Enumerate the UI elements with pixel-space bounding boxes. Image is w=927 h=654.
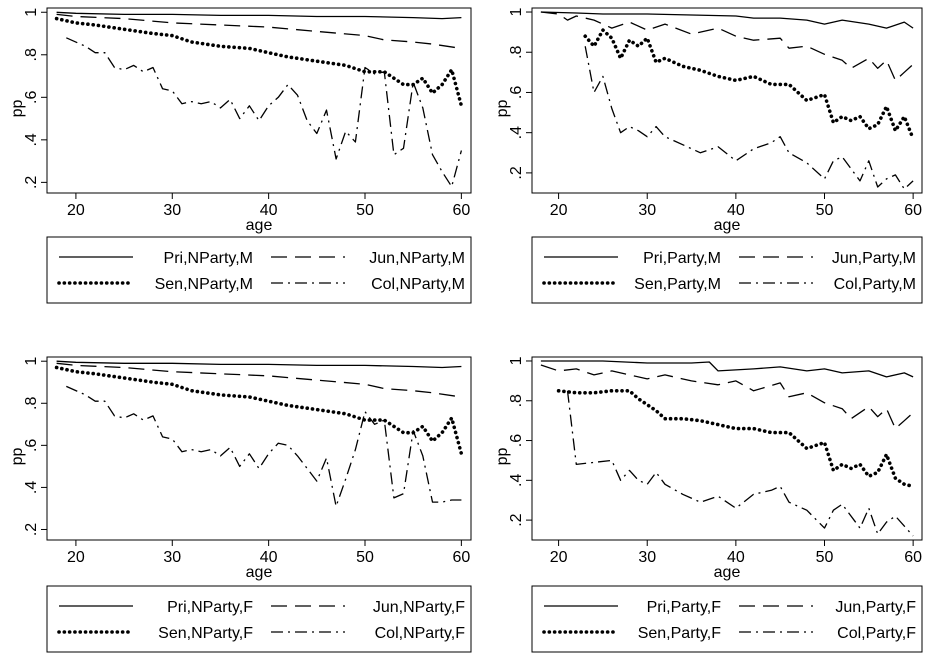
legend-label: Jun,NParty,M [369, 250, 465, 267]
series-line [66, 37, 463, 188]
series-line [56, 11, 462, 20]
series-line [540, 364, 914, 430]
series-line [54, 365, 464, 456]
series-line [540, 360, 914, 378]
x-tick-label: 60 [452, 202, 470, 219]
legend-box [46, 585, 472, 653]
x-tick-label: 40 [727, 549, 745, 566]
y-tick-label: .8 [23, 397, 40, 410]
x-tick-label: 50 [356, 202, 374, 219]
y-tick-label: 1 [23, 357, 40, 366]
legend-label: Jun,Party,F [835, 599, 916, 616]
chart-panel: .2 .4 .6 .8 1 20 30 40 50 60 age pp Pri,NParty,M Jun,… [9, 7, 472, 304]
legend-label: Jun,Party,M [832, 250, 916, 267]
x-axis-label: age [246, 217, 273, 234]
x-tick-label: 50 [816, 202, 834, 219]
x-tick-label: 60 [904, 202, 922, 219]
legend-label: Sen,Party,F [638, 625, 722, 642]
x-tick-label: 40 [260, 549, 278, 566]
series-line [56, 360, 462, 369]
plot-frame [46, 356, 472, 541]
y-tick-label: .6 [23, 439, 40, 452]
y-axis-label: pp [9, 100, 26, 118]
legend-label: Pri,Party,F [647, 599, 722, 616]
y-tick-label: .6 [23, 91, 40, 104]
y-tick-label: 1 [23, 8, 40, 17]
y-tick-label: .6 [508, 86, 525, 99]
x-tick-label: 20 [550, 202, 568, 219]
legend-label: Jun,NParty,F [373, 599, 465, 616]
legend-label: Pri,NParty,F [167, 599, 253, 616]
series-line [66, 385, 462, 507]
plot-frame [531, 7, 923, 194]
x-tick-label: 20 [67, 202, 85, 219]
y-axis-label: pp [9, 448, 26, 466]
series-line [540, 11, 914, 29]
x-tick-label: 30 [638, 202, 656, 219]
legend-box [531, 585, 923, 653]
x-tick-label: 30 [163, 549, 181, 566]
y-tick-label: .8 [23, 48, 40, 61]
legend-label: Pri,Party,M [643, 250, 721, 267]
x-tick-label: 50 [816, 549, 834, 566]
y-tick-label: .4 [23, 481, 40, 494]
legend-label: Sen,NParty,F [158, 625, 253, 642]
legend-label: Sen,Party,M [634, 276, 721, 293]
x-tick-label: 30 [163, 202, 181, 219]
y-tick-label: .6 [508, 434, 525, 447]
series-line [556, 388, 915, 489]
plot-frame [531, 356, 923, 541]
y-tick-label: .2 [508, 166, 525, 179]
x-axis-label: age [246, 564, 273, 581]
y-tick-label: .4 [508, 474, 525, 487]
x-tick-label: 40 [260, 202, 278, 219]
y-tick-label: .2 [23, 176, 40, 189]
y-tick-label: .4 [508, 126, 525, 139]
chart-panel: .2 .4 .6 .8 1 20 30 40 50 60 age pp Pri,Party,F Jun,P… [494, 356, 923, 653]
y-tick-label: .2 [23, 523, 40, 536]
y-tick-label: .2 [508, 513, 525, 526]
y-axis-label: pp [494, 448, 511, 466]
chart-panel: .2 .4 .6 .8 1 20 30 40 50 60 age pp Pri,Party,M Jun,P… [494, 7, 923, 304]
y-tick-label: .8 [508, 45, 525, 58]
y-axis-label: pp [494, 100, 511, 118]
x-tick-label: 60 [904, 549, 922, 566]
series-line [566, 390, 914, 537]
chart-panel: .2 .4 .6 .8 1 20 30 40 50 60 age pp Pri,NParty,F Jun,… [9, 356, 472, 653]
series-line [54, 16, 464, 108]
series-line [584, 46, 914, 190]
x-tick-label: 20 [67, 549, 85, 566]
series-line [583, 28, 915, 141]
series-line [56, 362, 462, 398]
x-tick-label: 20 [550, 549, 568, 566]
series-line [540, 11, 914, 82]
legend-label: Col,Party,M [834, 276, 916, 293]
x-tick-label: 40 [727, 202, 745, 219]
series-line [56, 13, 462, 50]
x-tick-label: 50 [356, 549, 374, 566]
y-tick-label: .8 [508, 394, 525, 407]
legend-label: Col,NParty,F [375, 625, 466, 642]
y-tick-label: 1 [508, 7, 525, 16]
legend-label: Col,Party,F [837, 625, 916, 642]
x-axis-label: age [714, 564, 741, 581]
x-axis-label: age [714, 217, 741, 234]
y-tick-label: 1 [508, 356, 525, 365]
legend-label: Sen,NParty,M [155, 276, 253, 293]
legend-label: Pri,NParty,M [164, 250, 253, 267]
legend-label: Col,NParty,M [371, 276, 465, 293]
plot-frame [46, 7, 472, 194]
x-tick-label: 60 [452, 549, 470, 566]
y-tick-label: .4 [23, 133, 40, 146]
x-tick-label: 30 [638, 549, 656, 566]
legend-box [531, 236, 923, 304]
legend-box [46, 236, 472, 304]
